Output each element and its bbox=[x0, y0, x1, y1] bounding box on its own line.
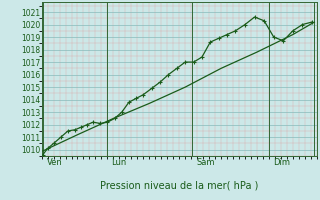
Text: Dim: Dim bbox=[273, 158, 290, 167]
Text: Ven: Ven bbox=[47, 158, 63, 167]
X-axis label: Pression niveau de la mer( hPa ): Pression niveau de la mer( hPa ) bbox=[100, 180, 258, 190]
Text: Sam: Sam bbox=[196, 158, 215, 167]
Text: Lun: Lun bbox=[111, 158, 127, 167]
